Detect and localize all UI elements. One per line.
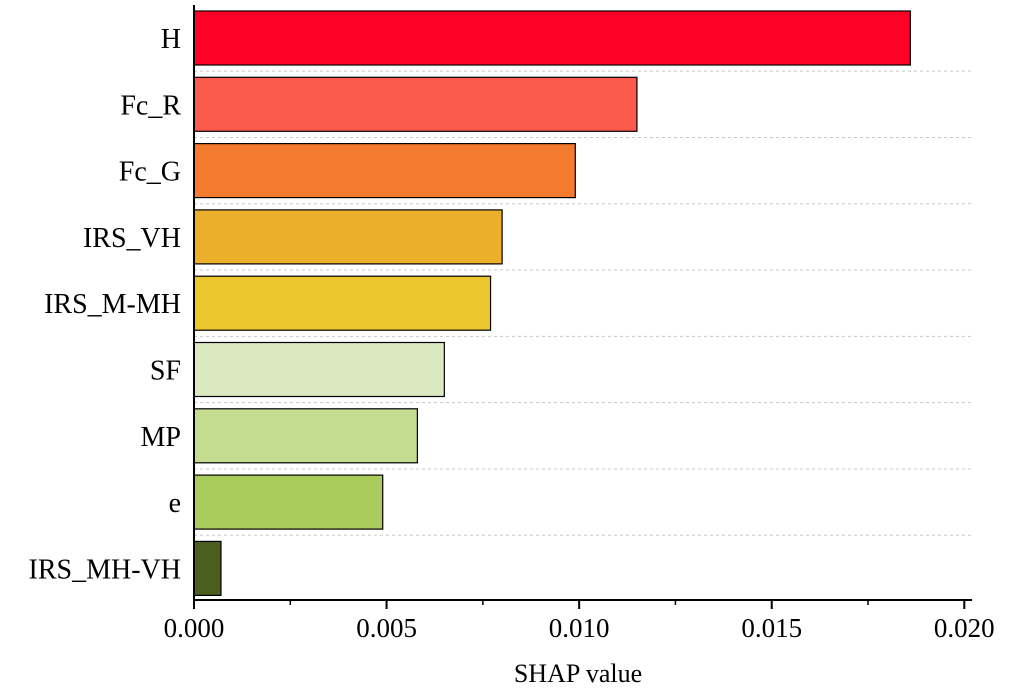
category-label: MP	[141, 422, 181, 453]
bar-irs-mh-vh	[193, 540, 222, 597]
bar-irs-vh	[193, 209, 503, 265]
grid-lines	[194, 70, 972, 536]
x-axis-title: SHAP value	[514, 659, 642, 688]
x-tick-label: 0.005	[356, 613, 417, 643]
category-label: e	[169, 488, 181, 519]
category-label: IRS_VH	[83, 223, 181, 254]
category-labels: H Fc_R Fc_G IRS_VH IRS_M-MH SF MP e IRS_MH-VH	[29, 24, 182, 585]
category-label: IRS_M-MH	[44, 289, 181, 320]
category-label: SF	[150, 356, 181, 387]
x-tick-label: 0.000	[164, 613, 225, 643]
bar-mp	[193, 408, 418, 464]
bars	[193, 10, 911, 597]
axes	[193, 5, 972, 601]
bar-fc-g	[193, 143, 576, 199]
x-ticks: 0.000 0.005 0.010 0.015 0.020	[164, 600, 995, 643]
category-label: Fc_G	[119, 157, 181, 188]
x-tick-label: 0.015	[741, 613, 802, 643]
bar-fc-r	[193, 76, 638, 132]
category-label: IRS_MH-VH	[29, 554, 181, 585]
bar-e	[193, 474, 384, 530]
category-label: H	[161, 24, 181, 55]
x-tick-label: 0.020	[934, 613, 995, 643]
bar-irs-m-mh	[193, 275, 492, 331]
bar-sf	[193, 341, 445, 398]
bar-h	[193, 10, 911, 66]
x-tick-label: 0.010	[549, 613, 610, 643]
category-label: Fc_R	[120, 90, 181, 121]
